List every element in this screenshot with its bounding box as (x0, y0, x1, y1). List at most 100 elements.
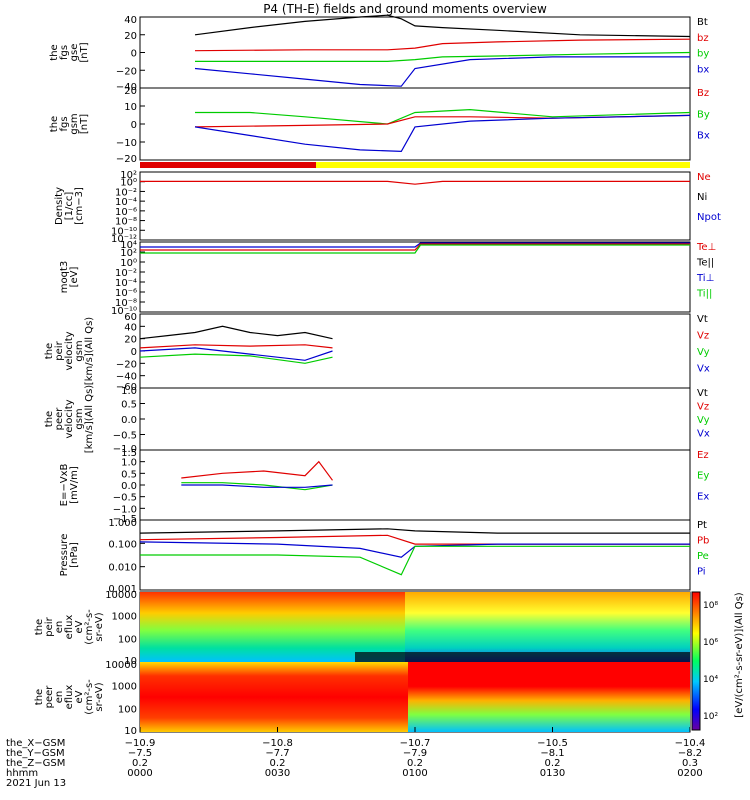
y-axis-label: en (54, 621, 65, 634)
colorbar-tick-label: 10⁴ (703, 675, 718, 685)
y-tick-label: 20 (124, 335, 137, 346)
y-tick-label: 10⁴ (120, 240, 137, 251)
panel-frame (139, 241, 691, 313)
panel-peer-velocity: 1.0 0.5 0.0 −0.5 −1.0 the peer velocity gsm [km/s… (44, 385, 710, 455)
x-tick-label: 0.2 (132, 758, 148, 769)
panel-density: 10²10⁰10⁻²10⁻⁴10⁻⁶10⁻⁸10⁻¹⁰10⁻¹²Density[… (54, 170, 721, 245)
legend-entry: Pb (697, 536, 709, 547)
y-axis-label: the (44, 411, 55, 427)
y-axis-label: moqt3 (59, 261, 70, 294)
y-tick-label: 40 (124, 15, 137, 26)
y-tick-label: 0.0 (121, 415, 137, 426)
y-tick-label: 1.000 (108, 518, 137, 529)
legend-entry: Bx (697, 131, 710, 142)
y-tick-label: 10⁻² (115, 187, 137, 198)
y-axis-label: gsm (74, 340, 85, 361)
y-tick-label: 1.0 (121, 386, 137, 397)
y-axis-label: [nT] (79, 42, 90, 62)
legend-entry: Vt (697, 314, 708, 325)
y-tick-label: 1.0 (121, 458, 137, 469)
y-axis-label: [nT] (79, 114, 90, 134)
y-tick-label: −40 (116, 82, 137, 93)
x-row-label: 2021 Jun 13 (6, 778, 66, 789)
series-Ne (140, 180, 690, 185)
peir-spectrogram-before (140, 592, 405, 662)
legend-entry: Pt (697, 520, 707, 531)
peir-spectrogram-after (405, 592, 690, 662)
y-axis-label: [1/cc] (64, 192, 75, 221)
legend-entry: Ez (697, 450, 709, 461)
x-tick-label: 0000 (127, 768, 152, 779)
y-tick-label: 10000 (105, 590, 137, 601)
colorbar (691, 591, 701, 731)
legend-entry: Ey (697, 471, 709, 482)
x-tick-label: 0.2 (270, 758, 286, 769)
panel-fgs-gse: 40 20 0 −20 −40 the fgs gse [nT] Bt bz by bx (49, 14, 709, 93)
panel-efield: 1.51.00.50.0−0.5−1.0−1.5 E=−VxB [mV/m] Ez Ey… (59, 448, 709, 525)
y-axis-label: Density (54, 187, 65, 225)
y-tick-label: 10⁻¹⁰ (111, 226, 137, 237)
y-tick-label: 1000 (112, 681, 137, 692)
y-axis-label: the (49, 116, 60, 132)
y-axis-label: the (49, 44, 60, 60)
series-Pi (139, 541, 690, 558)
x-tick-label: −7.9 (403, 748, 427, 759)
y-axis-label: (cm²-s- (84, 679, 95, 715)
y-axis-label: (cm²-s- (84, 609, 95, 645)
y-tick-label: 60 (124, 312, 137, 323)
x-tick-label: −10.9 (125, 738, 156, 749)
legend-entry: Ex (697, 491, 709, 502)
series-Pt (139, 528, 690, 534)
y-tick-label: −10 (116, 138, 137, 149)
panel-fgs-gsm: 20 10 0 −10 −20 the fgs gsm [nT] Bz By Bx (49, 86, 710, 165)
y-tick-label: 1000 (112, 611, 137, 622)
mode-bar-slow (140, 162, 316, 168)
series-bx (194, 56, 690, 87)
x-tick-label: 0200 (677, 768, 702, 779)
y-axis-label: [km/s](All Qs) (84, 385, 95, 453)
series-Ez (181, 460, 333, 481)
x-tick-label: 0130 (540, 768, 565, 779)
series-Ti|| (140, 244, 690, 254)
panel-frame (139, 87, 691, 161)
y-tick-label: 0 (131, 347, 137, 358)
y-axis-label: Pressure (59, 534, 70, 577)
y-tick-label: 0 (131, 49, 137, 60)
series-Vz (139, 344, 333, 349)
y-axis-label: peer (44, 685, 55, 709)
y-axis-label: [eV] (69, 267, 80, 288)
y-tick-label: 0.010 (108, 563, 137, 574)
x-row-label: the_X−GSM (6, 738, 65, 749)
x-tick-label: −7.5 (128, 748, 152, 759)
y-axis-label: E=−VxB (59, 464, 70, 507)
y-tick-label: 10⁰ (120, 178, 137, 189)
y-tick-label: 10⁻¹⁰ (111, 306, 137, 317)
legend-entry: bx (697, 64, 709, 75)
y-axis-label: eflux (64, 615, 75, 640)
y-tick-label: −1.0 (113, 444, 137, 455)
legend-entry: Npot (697, 212, 721, 223)
series-by (195, 51, 691, 63)
y-tick-label: 0.001 (108, 584, 137, 595)
y-tick-label: 100 (118, 635, 137, 646)
legend-entry: Vt (697, 388, 708, 399)
x-tick-label: −10.8 (262, 738, 293, 749)
panel-frame (139, 16, 691, 89)
y-axis-label: gsm (74, 408, 85, 429)
y-tick-label: 10 (124, 102, 137, 113)
y-axis-label: [mV/m] (69, 466, 80, 504)
y-tick-label: 10000 (105, 660, 137, 671)
panel-frame (139, 171, 691, 241)
series-Ex (181, 484, 333, 488)
legend-entry: By (697, 109, 710, 120)
y-tick-label: 10⁻⁸ (115, 217, 137, 228)
y-tick-label: 0.100 (108, 539, 137, 550)
y-axis-label: eV (74, 620, 85, 633)
series-Bx (194, 114, 691, 153)
colorbar-label: [eV/(cm²-s-sr-eV)](All Qs) (734, 592, 745, 717)
legend-entry: Vz (697, 331, 709, 342)
